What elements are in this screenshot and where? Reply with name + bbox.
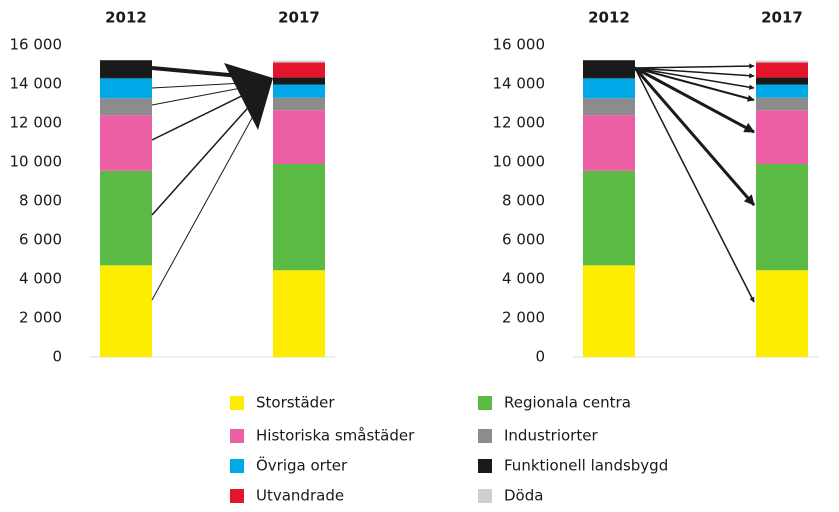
legend-label: Storstäder [256, 394, 335, 412]
legend-label: Döda [504, 487, 543, 505]
y-tick-label: 2 000 [19, 309, 62, 327]
bar-segment [756, 77, 808, 85]
legend-label: Övriga orter [256, 456, 348, 475]
bar-segment [756, 110, 808, 164]
legend-label: Utvandrade [256, 487, 344, 505]
y-tick-label: 4 000 [19, 270, 62, 288]
y-tick-label: 8 000 [19, 192, 62, 210]
flow-arrows-left [151, 63, 273, 301]
legend-swatch [478, 459, 492, 473]
bar-segment [100, 265, 152, 357]
y-tick-label: 8 000 [502, 192, 545, 210]
x-category-label: 2012 [588, 9, 630, 27]
y-tick-label: 12 000 [493, 114, 546, 132]
bar-segment [583, 265, 635, 357]
y-tick-label: 10 000 [10, 153, 63, 171]
y-tick-label: 6 000 [502, 231, 545, 249]
bar-segment [273, 163, 325, 271]
y-tick-label: 14 000 [10, 75, 63, 93]
bar-segment [583, 98, 635, 116]
bar-segment [100, 78, 152, 99]
bar-segment [273, 84, 325, 98]
y-tick-label: 4 000 [502, 270, 545, 288]
bar-segment [273, 62, 325, 78]
legend-label: Funktionell landsbygd [504, 457, 668, 475]
y-tick-label: 14 000 [493, 75, 546, 93]
bar-segment [756, 62, 808, 78]
y-tick-label: 16 000 [493, 36, 546, 54]
bar-segment [100, 170, 152, 266]
y-tick-label: 16 000 [10, 36, 63, 54]
y-tick-label: 12 000 [10, 114, 63, 132]
bar-segment [583, 78, 635, 99]
bar-segment [273, 77, 325, 85]
legend-swatch [230, 459, 244, 473]
y-tick-label: 0 [52, 348, 62, 366]
legend-label: Historiska småstäder [256, 427, 415, 445]
bar-segment [100, 115, 152, 171]
legend-label: Industriorter [504, 427, 598, 445]
bar-segment [273, 270, 325, 357]
bar-segment [756, 60, 808, 63]
y-tick-label: 10 000 [493, 153, 546, 171]
legend-swatch [478, 489, 492, 503]
bar-segment [583, 170, 635, 266]
y-tick-label: 0 [535, 348, 545, 366]
bar-segment [273, 110, 325, 164]
y-tick-label: 6 000 [19, 231, 62, 249]
x-category-label: 2017 [761, 9, 803, 27]
legend-swatch [230, 489, 244, 503]
bar-segment [100, 98, 152, 116]
bar-segment [100, 60, 152, 79]
x-category-label: 2017 [278, 9, 320, 27]
bar-segment [756, 270, 808, 357]
bar-segment [583, 115, 635, 171]
legend-swatch [230, 396, 244, 410]
bar-segment [756, 97, 808, 111]
y-tick-label: 2 000 [502, 309, 545, 327]
bar-segment [756, 163, 808, 271]
legend-label: Regionala centra [504, 394, 631, 412]
bar-segment [273, 97, 325, 111]
bar-segment [583, 60, 635, 79]
legend-swatch [230, 429, 244, 443]
bar-segment [273, 60, 325, 63]
flow-arrows-right [633, 63, 756, 303]
legend-swatch [478, 429, 492, 443]
x-category-label: 2012 [105, 9, 147, 27]
legend-swatch [478, 396, 492, 410]
bar-segment [756, 84, 808, 98]
